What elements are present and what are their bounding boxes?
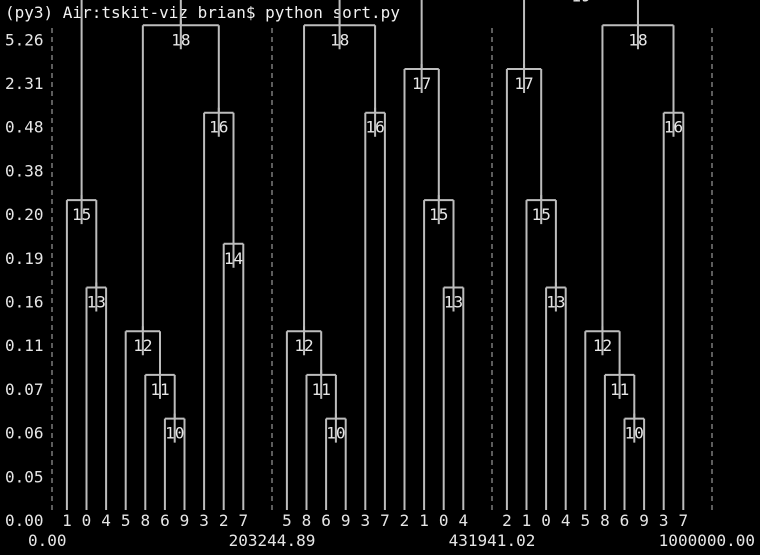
leaf-node-label: 9 [341, 511, 351, 530]
tree-branch [222, 238, 245, 510]
y-axis-tick-label: 0.48 [5, 118, 44, 137]
tree-branch [545, 282, 567, 510]
leaf-node-label: 0 [82, 511, 92, 530]
tree-branch [442, 282, 465, 510]
leaf-node-label: 4 [561, 511, 571, 530]
tree-branch [203, 107, 235, 510]
leaf-node-label: 6 [620, 511, 630, 530]
leaf-node-label: 9 [180, 511, 190, 530]
y-axis-tick-label: 5.26 [5, 30, 44, 49]
x-axis-position-label: 203244.89 [229, 531, 316, 550]
y-axis-tick-label: 2.31 [5, 74, 44, 93]
y-axis-tick-label: 0.16 [5, 293, 44, 312]
leaf-node-label: 8 [600, 511, 610, 530]
leaf-node-label: 2 [219, 511, 229, 530]
leaf-node-label: 7 [380, 511, 390, 530]
tree-branch [523, 0, 639, 93]
y-axis-tick-label: 0.06 [5, 424, 44, 443]
tree-branch [525, 195, 557, 510]
leaf-node-label: 9 [639, 511, 649, 530]
leaf-node-label: 0 [541, 511, 551, 530]
leaf-node-label: 3 [659, 511, 669, 530]
tree-branch [662, 107, 685, 510]
leaf-node-label: 7 [238, 511, 248, 530]
leaf-node-label: 5 [580, 511, 590, 530]
leaf-node-label: 2 [502, 511, 512, 530]
leaf-node-label: 0 [439, 511, 449, 530]
tree-branch [423, 195, 455, 510]
leaf-node-label: 4 [458, 511, 468, 530]
x-axis-position-label: 431941.02 [449, 531, 536, 550]
leaf-node-label: 1 [62, 511, 72, 530]
tree-branch [364, 107, 386, 510]
leaf-node-label: 4 [101, 511, 111, 530]
y-axis-tick-label: 0.05 [5, 467, 44, 486]
leaf-node-label: 6 [321, 511, 331, 530]
tree-branch [65, 195, 98, 510]
x-axis-position-label: 0.00 [28, 531, 67, 550]
tree-branch [403, 64, 440, 510]
tree-branch [505, 64, 543, 510]
tree-branch [80, 0, 182, 225]
leaf-node-label: 8 [302, 511, 312, 530]
leaf-node-label: 3 [360, 511, 370, 530]
command-prompt-line: (py3) Air:tskit-viz brian$ python sort.p… [5, 3, 400, 22]
tree-branch [141, 20, 220, 356]
y-axis-tick-label: 0.38 [5, 161, 44, 180]
tree-branch [85, 282, 108, 510]
leaf-node-label: 7 [678, 511, 688, 530]
leaf-node-label: 5 [121, 511, 131, 530]
y-axis-tick-label: 0.20 [5, 205, 44, 224]
leaf-node-label: 2 [400, 511, 410, 530]
leaf-node-label: 1 [419, 511, 429, 530]
leaf-node-label: 6 [160, 511, 170, 530]
leaf-node-label: 1 [522, 511, 532, 530]
tree-branch [338, 0, 423, 93]
x-axis-position-label: 1000000.00 [659, 531, 755, 550]
y-axis-tick-label: 0.00 [5, 511, 44, 530]
y-axis-tick-label: 0.07 [5, 380, 44, 399]
y-axis-tick-label: 0.19 [5, 249, 44, 268]
leaf-node-label: 5 [282, 511, 292, 530]
y-axis-tick-label: 0.11 [5, 336, 44, 355]
internal-node-label: 19 [571, 0, 590, 6]
leaf-node-label: 3 [199, 511, 209, 530]
leaf-node-label: 8 [140, 511, 150, 530]
